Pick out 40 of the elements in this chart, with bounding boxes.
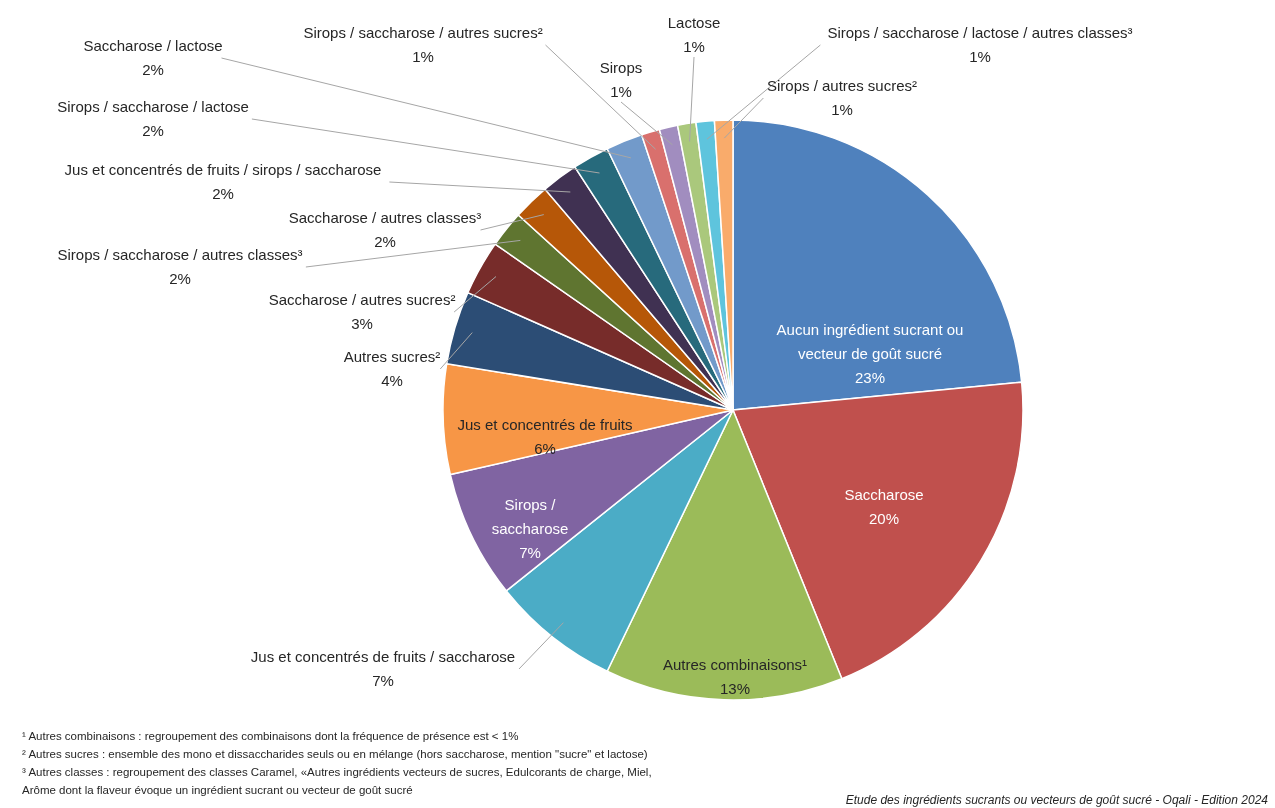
data-label: 3% (351, 315, 373, 332)
slice-label: Lactose (667, 14, 721, 31)
data-label: 2% (142, 61, 164, 78)
slice-label: Sirops / saccharose / autres classes³ (57, 246, 303, 263)
slice-label: Sirops / saccharose / lactose / autres classes³ (827, 24, 1133, 41)
data-label: 2% (169, 270, 191, 287)
data-label: 20% (868, 510, 900, 527)
data-label: 1% (683, 38, 705, 55)
slice-label: Saccharose / lactose (83, 37, 223, 54)
data-label: 13% (719, 680, 751, 697)
data-label: 2% (374, 233, 396, 250)
data-label: 2% (142, 122, 164, 139)
data-label: 1% (831, 101, 853, 118)
text: ³ Autres classes : regroupement des classes Caramel, «Autres ingrédients vecteurs de sucres, Edulcorants de charge, Miel, Arôme dont la flaveur évoque un ingrédient sucrant ou vecteur de goût sucré (22, 766, 652, 796)
slice-label: Sirops / saccharose (491, 496, 569, 537)
data-label: 1% (969, 48, 991, 65)
slice-label: Sirops (599, 59, 643, 76)
data-label: 7% (372, 672, 394, 689)
slice-label: Saccharose / autres classes³ (288, 209, 482, 226)
data-label: 6% (534, 440, 556, 457)
text: ¹ Autres combinaisons : regroupement des combinaisons dont la fréquence de présence est < 1% (22, 730, 519, 742)
data-label: 1% (412, 48, 434, 65)
slice-label: Aucun ingrédient sucrant ou vecteur de goût sucré (776, 321, 964, 362)
slice-label: Jus et concentrés de fruits (457, 416, 633, 433)
slice-label: Sirops / autres sucres² (766, 77, 918, 94)
slice-label: Autres sucres² (343, 348, 441, 365)
slice-label: Sirops / saccharose / lactose (57, 98, 249, 115)
text: Etude des ingrédients sucrants ou vecteurs de goût sucré - Oqali - Edition 2024 (845, 793, 1269, 807)
slice-label: Saccharose (844, 486, 924, 503)
slice-label: Jus et concentrés de fruits / sirops / saccharose (64, 161, 382, 178)
data-label: 7% (519, 544, 541, 561)
data-label: 23% (854, 369, 886, 386)
slice-label: Sirops / saccharose / autres sucres² (303, 24, 543, 41)
slice-label: Jus et concentrés de fruits / saccharose (250, 648, 516, 665)
data-label: 1% (610, 83, 632, 100)
data-label: 2% (212, 185, 234, 202)
slice-label: Saccharose / autres sucres² (268, 291, 456, 308)
data-label: 4% (381, 372, 403, 389)
slice-label: Autres combinaisons¹ (662, 656, 808, 673)
text: ² Autres sucres : ensemble des mono et dissaccharides seuls ou en mélange (hors saccharose, mention "sucre" et lactose) (22, 748, 648, 760)
